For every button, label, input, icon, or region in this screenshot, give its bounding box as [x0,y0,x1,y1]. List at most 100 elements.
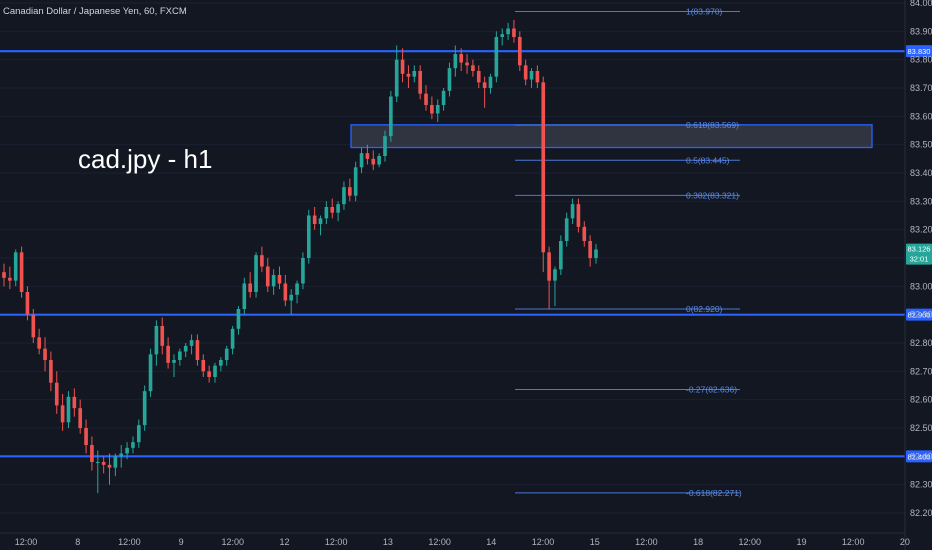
candle-body [564,218,569,241]
y-tick-label: 83.500 [910,140,932,150]
level-price-label: 82.400 [908,452,931,461]
bar-countdown-label: 32:01 [910,255,929,264]
chart-annotation: cad.jpy - h1 [78,144,212,174]
candle-body [523,65,528,80]
level-price-label: 82.900 [908,311,931,320]
candlestick-series [2,20,598,494]
candle-body [113,456,118,468]
candle-body [582,226,587,241]
candle-body [271,275,276,287]
fib-level-label: -0.618(82.271) [686,488,742,498]
candle-body [154,326,159,355]
level-price-tag [906,45,932,58]
candle-body [336,204,340,213]
x-tick-label: 9 [179,537,184,547]
candle-body [471,65,475,71]
candle-body [289,294,294,301]
candle-body [476,71,481,83]
candle-body [95,462,100,463]
fib-level-label: 0.618(83.569) [686,120,739,130]
y-tick-label: 83.300 [910,196,932,206]
time-axis[interactable]: 12:00 8 12:00 9 12:00 12 12:00 13 12:00 14 12:00 15… [0,532,910,547]
price-axis[interactable]: 84.000 83.900 83.800 83.700 83.600 83.500 83.4… [904,0,932,550]
x-tick-label: 12:00 [532,537,555,547]
candle-body [506,28,510,35]
candle-body [25,292,30,315]
candle-body [576,204,581,227]
candle-body [31,314,36,338]
level-price-label: 83.830 [908,47,931,56]
candle-body [435,105,440,114]
candle-body [107,464,112,468]
x-tick-label: 12:00 [15,537,38,547]
fib-level-label: 1(83.970) [686,7,723,17]
candle-body [178,351,182,360]
candle-body [236,309,241,329]
candle-body [500,34,505,37]
candle-body [84,428,88,445]
x-tick-label: 12:00 [842,537,865,547]
candle-body [512,28,516,37]
candle-body [195,340,200,360]
candle-body [166,345,170,363]
x-tick-label: 12:00 [635,537,658,547]
candle-body [295,283,299,295]
candle-body [254,255,258,292]
candle-body [430,105,434,114]
candle-body [125,447,129,454]
candle-body [535,71,540,83]
candle-body [260,255,264,267]
candle-body [101,462,106,465]
candle-body [394,59,399,97]
candle-body [529,71,534,80]
candle-body [66,396,71,423]
candle-body [131,442,135,448]
candle-body [224,348,229,360]
candle-body [453,54,458,69]
x-tick-label: 19 [796,537,806,547]
y-tick-label: 83.800 [910,55,932,65]
symbol-title: Canadian Dollar / Japanese Yen, 60, FXCM [3,6,187,17]
level-price-tag [906,450,932,463]
y-tick-label: 82.400 [910,451,932,461]
candle-body [482,82,487,88]
candle-body [148,354,153,392]
x-tick-label: 12 [279,537,289,547]
candle-body [418,71,422,94]
candle-body [371,158,376,165]
candle-body [348,187,352,196]
candle-body [383,136,387,156]
x-tick-label: 12:00 [428,537,451,547]
candle-body [377,156,381,165]
candle-body [2,272,6,278]
y-tick-label: 83.600 [910,111,932,121]
candle-body [318,218,323,224]
candle-body [43,348,47,360]
y-tick-label: 82.300 [910,480,932,490]
y-tick-label: 84.000 [910,0,932,8]
fib-level-label: 0.382(83.321) [686,190,739,200]
candle-body [142,391,147,426]
candle-body [553,269,557,281]
current-price-tag [906,243,932,265]
candle-body [342,187,346,205]
zone-rectangle[interactable] [350,124,873,149]
candle-body [424,93,428,105]
candle-body [353,167,358,196]
candle-body [301,258,305,284]
candle-body [8,277,12,281]
fibonacci-retracement[interactable]: 1(83.970) 0.618(83.569) 0.5(83.445) 0.382(8… [515,7,742,498]
candle-body [242,283,247,309]
candle-body [365,153,370,159]
fib-level-label: -0.27(82.636) [686,384,737,394]
candle-body [324,207,329,219]
candle-body [37,337,41,349]
horizontal-levels[interactable]: 83.830 82.900 82.400 [0,45,932,463]
x-tick-label: 8 [75,537,80,547]
supply-demand-zone[interactable] [350,124,873,149]
candle-body [559,241,563,270]
candle-body [306,215,311,258]
candle-body [219,360,223,366]
candle-body [588,241,592,258]
